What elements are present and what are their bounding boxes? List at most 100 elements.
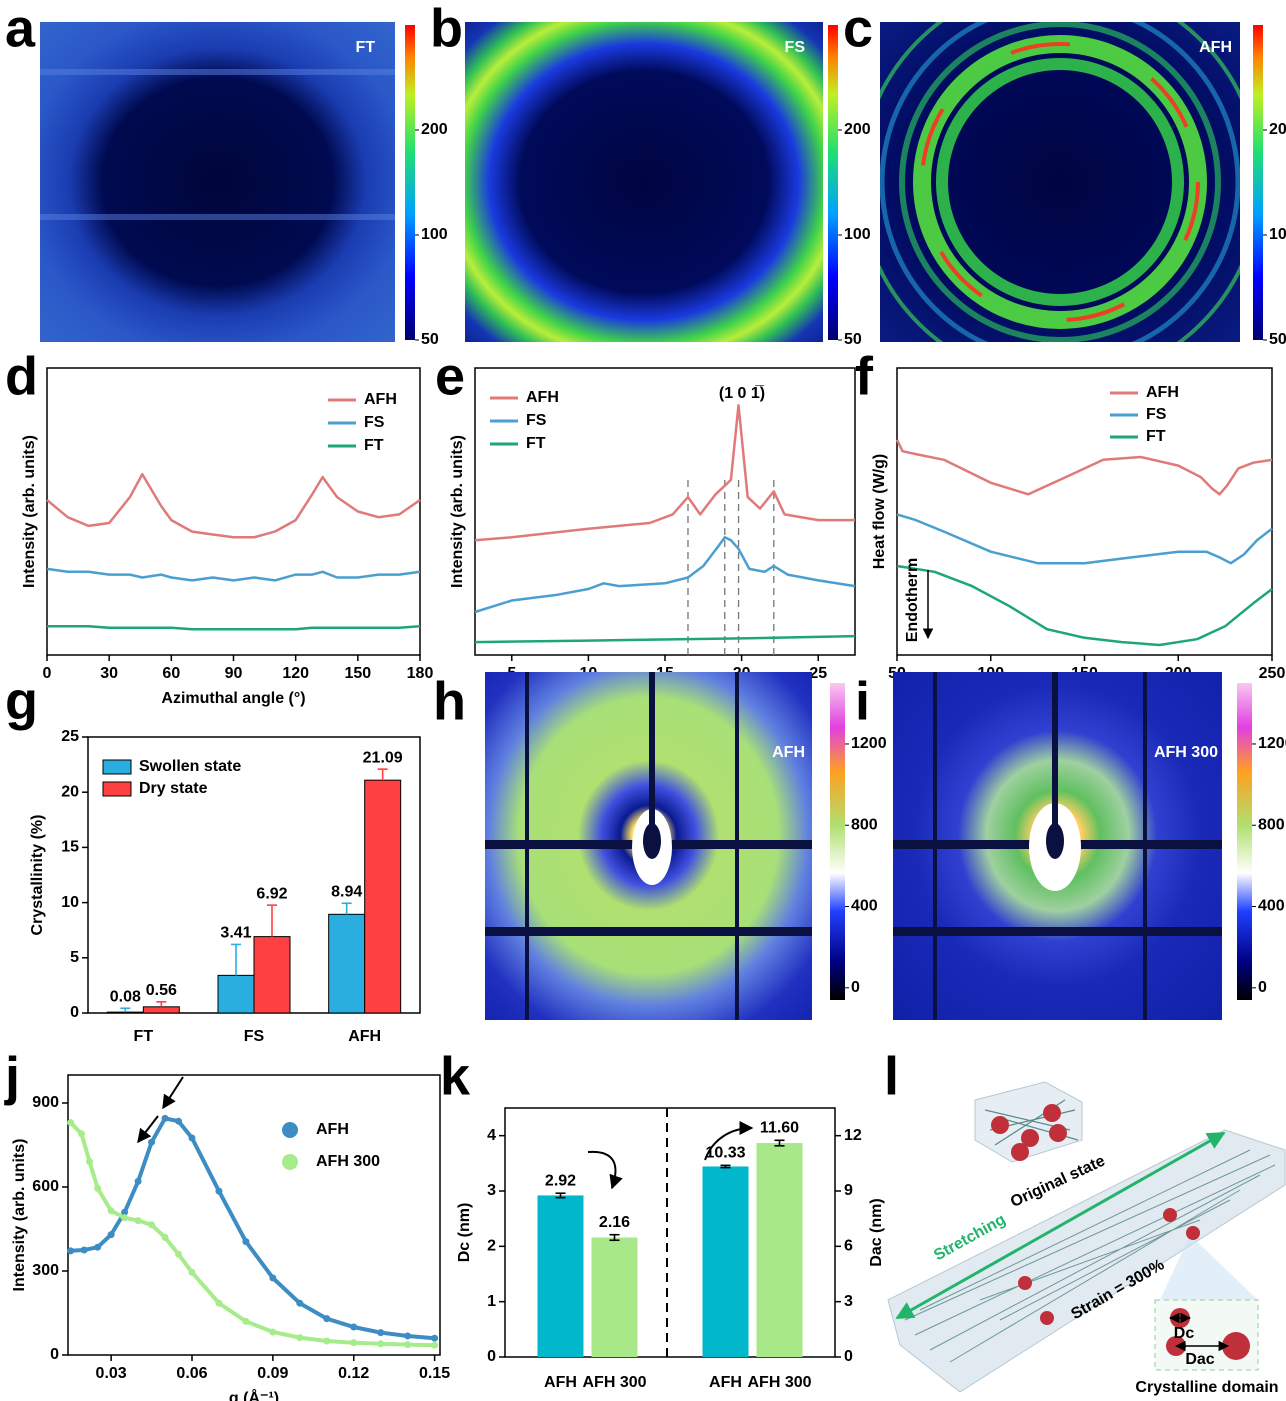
y-tick-label: 600 bbox=[32, 1178, 59, 1195]
y2-tick-label: 3 bbox=[844, 1293, 853, 1310]
legend-marker bbox=[282, 1122, 298, 1138]
data-point bbox=[404, 1332, 411, 1339]
y-tick-label: 20 bbox=[61, 783, 79, 800]
y-tick-label: 25 bbox=[61, 728, 79, 745]
crystal bbox=[1018, 1276, 1032, 1290]
colorbar-tick-label: 200 bbox=[421, 121, 448, 138]
bar bbox=[107, 1012, 143, 1013]
x-tick-label: AFH bbox=[348, 1028, 381, 1045]
data-line bbox=[47, 569, 420, 581]
data-point bbox=[94, 1185, 101, 1192]
bar bbox=[592, 1237, 638, 1357]
x-tick-label: 120 bbox=[282, 665, 309, 682]
data-point bbox=[377, 1329, 384, 1336]
bar bbox=[757, 1143, 803, 1357]
x-tick-label: 0 bbox=[43, 665, 52, 682]
legend-label: FT bbox=[526, 435, 546, 452]
value-label: 6.92 bbox=[256, 885, 287, 902]
colorbar-tick-label: 800 bbox=[1258, 816, 1285, 833]
value-label: 0.08 bbox=[110, 988, 141, 1005]
x-tick-label: FS bbox=[244, 1028, 265, 1045]
label: Dac bbox=[1185, 1351, 1214, 1368]
data-point bbox=[431, 1342, 438, 1349]
data-point bbox=[148, 1221, 155, 1228]
x-tick-label: AFH bbox=[709, 1374, 742, 1391]
crystal bbox=[991, 1116, 1009, 1134]
legend-label: FT bbox=[364, 437, 384, 454]
data-point bbox=[323, 1338, 330, 1345]
y-axis-title: Intensity (arb. units) bbox=[449, 435, 466, 588]
data-point bbox=[86, 1158, 93, 1165]
y-tick-label: 1 bbox=[487, 1293, 496, 1310]
data-point bbox=[269, 1275, 276, 1282]
data-point bbox=[108, 1207, 115, 1214]
data-point bbox=[296, 1300, 303, 1307]
value-label: 2.16 bbox=[599, 1214, 630, 1231]
x-tick-label: 90 bbox=[225, 665, 243, 682]
illustration: l Original state Stretching Strain = 300… bbox=[884, 1046, 1285, 1396]
data-line bbox=[47, 626, 420, 629]
value-label: 0.56 bbox=[146, 982, 177, 999]
panel-letter: j bbox=[4, 1046, 20, 1106]
y-tick-label: 0 bbox=[487, 1348, 496, 1365]
y-tick-label: 0 bbox=[50, 1346, 59, 1363]
plot-frame bbox=[897, 368, 1272, 655]
colorbar-tick-label: 200 bbox=[1269, 121, 1286, 138]
data-point bbox=[135, 1178, 142, 1185]
y-tick-label: 300 bbox=[32, 1262, 59, 1279]
data-point bbox=[189, 1135, 196, 1142]
value-label: 8.94 bbox=[331, 883, 362, 900]
x-tick-label: 180 bbox=[407, 665, 434, 682]
colorbar bbox=[830, 683, 845, 1000]
beam-stop-arm bbox=[1052, 672, 1058, 842]
panel-letter: b bbox=[430, 0, 463, 58]
value-label: 10.33 bbox=[705, 1145, 745, 1162]
image-label: AFH 300 bbox=[1154, 744, 1218, 761]
data-point bbox=[296, 1334, 303, 1341]
data-line bbox=[897, 440, 1272, 495]
data-point bbox=[162, 1234, 169, 1241]
panel-letter: c bbox=[843, 0, 873, 58]
crystal bbox=[1040, 1311, 1054, 1325]
panel-letter: h bbox=[433, 671, 466, 731]
bar bbox=[703, 1166, 749, 1357]
data-line bbox=[475, 636, 855, 642]
colorbar bbox=[405, 25, 415, 340]
x-tick-label: 0.03 bbox=[96, 1365, 127, 1382]
y-tick-label: 0 bbox=[70, 1004, 79, 1021]
data-point bbox=[67, 1247, 74, 1254]
y2-tick-label: 6 bbox=[844, 1238, 853, 1255]
y2-tick-label: 12 bbox=[844, 1127, 862, 1144]
y-tick-label: 900 bbox=[32, 1094, 59, 1111]
x-tick-label: 150 bbox=[344, 665, 371, 682]
beam-stop bbox=[643, 823, 661, 859]
colorbar-tick-label: 100 bbox=[421, 226, 448, 243]
value-label: 3.41 bbox=[220, 925, 251, 942]
legend-label: AFH bbox=[1146, 384, 1179, 401]
y-tick-label: 4 bbox=[487, 1127, 496, 1144]
data-line bbox=[897, 566, 1272, 645]
detector-gap bbox=[525, 672, 529, 1020]
detector-gap bbox=[735, 672, 739, 1020]
image-label: AFH bbox=[1199, 39, 1232, 56]
data-point bbox=[215, 1188, 222, 1195]
data-line bbox=[475, 537, 855, 612]
data-line bbox=[71, 1118, 435, 1338]
x-tick-label: 30 bbox=[100, 665, 118, 682]
x-tick-label: FT bbox=[134, 1028, 154, 1045]
legend-label: Dry state bbox=[139, 780, 208, 797]
colorbar-tick-label: 0 bbox=[851, 979, 860, 996]
peak-arrow bbox=[163, 1077, 183, 1108]
image-label: FT bbox=[355, 39, 375, 56]
y2-tick-label: 0 bbox=[844, 1348, 853, 1365]
annotation: Endotherm bbox=[904, 558, 921, 642]
x-axis-title: Azimuthal angle (°) bbox=[161, 690, 305, 707]
legend-marker bbox=[282, 1154, 298, 1170]
data-point bbox=[350, 1339, 357, 1346]
y-tick-label: 5 bbox=[70, 949, 79, 966]
data-point bbox=[350, 1324, 357, 1331]
detector-gap bbox=[933, 672, 937, 1020]
bar bbox=[365, 780, 401, 1013]
colorbar-tick-label: 100 bbox=[1269, 226, 1286, 243]
panel-letter: e bbox=[435, 346, 465, 406]
